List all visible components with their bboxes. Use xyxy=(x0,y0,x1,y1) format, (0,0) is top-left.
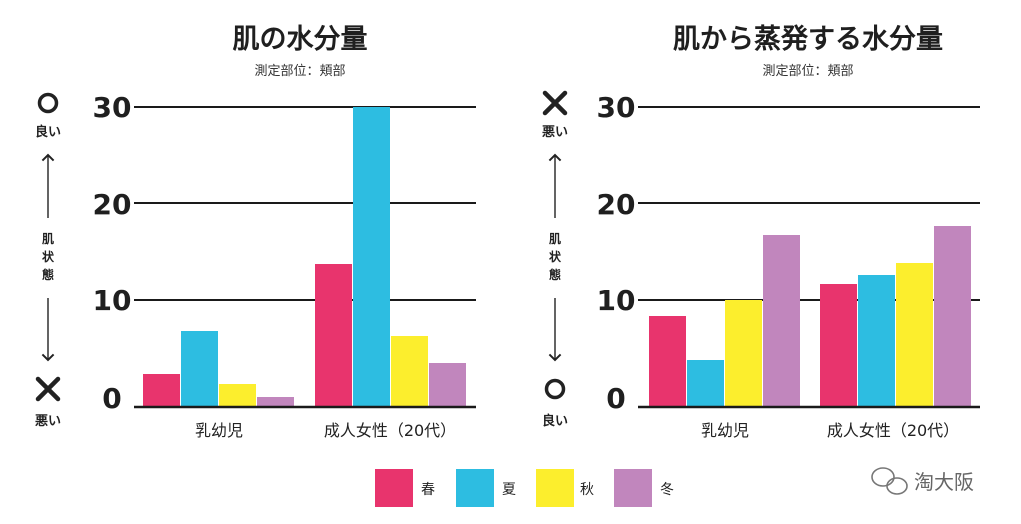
wechat-icon xyxy=(871,467,908,495)
chart1-bottom-mark-icon xyxy=(35,376,61,402)
chart2-ytick-10: 10 xyxy=(597,284,636,317)
chart1-ylabel-1: 肌 xyxy=(41,231,54,246)
bar-chart2-autumn-group1 xyxy=(725,300,762,407)
chart2-ylabel-1: 肌 xyxy=(548,231,561,246)
chart2-ylabel-2: 状 xyxy=(549,249,562,264)
chart1-subtitle: 測定部位：頬部 xyxy=(254,64,345,79)
legend-swatch-winter xyxy=(614,469,652,507)
chart2-top-mark-icon xyxy=(542,90,568,116)
legend: 春 夏 秋 冬 xyxy=(375,469,674,507)
chart1-ytick-0: 0 xyxy=(102,382,121,415)
bar-chart2-summer-group1 xyxy=(687,360,724,407)
legend-label-autumn: 秋 xyxy=(580,482,594,498)
chart1-ylabel-3: 態 xyxy=(42,267,54,282)
chart2-bars xyxy=(649,226,971,407)
bar-chart1-summer-group2 xyxy=(353,107,390,407)
chart1-title: 肌の水分量 xyxy=(233,24,368,55)
legend-label-summer: 夏 xyxy=(502,482,516,498)
chart2-bottom-label: 良い xyxy=(542,413,568,429)
chart2-ytick-30: 30 xyxy=(597,91,636,124)
chart2-subtitle: 測定部位：頬部 xyxy=(762,64,853,79)
bar-chart1-autumn-group1 xyxy=(219,384,256,407)
chart-water-evaporation: 肌から蒸発する水分量 測定部位：頬部 悪い 肌 状 態 良い 30 20 10 … xyxy=(542,24,980,440)
chart2-title: 肌から蒸発する水分量 xyxy=(673,24,943,55)
chart1-ytick-10: 10 xyxy=(93,284,132,317)
chart1-top-mark-icon xyxy=(37,92,59,114)
chart1-ytick-20: 20 xyxy=(93,188,132,221)
chart2-ytick-0: 0 xyxy=(606,382,625,415)
chart2-category-infant: 乳幼児 xyxy=(701,421,749,440)
legend-swatch-spring xyxy=(375,469,413,507)
chart2-category-adult: 成人女性（20代） xyxy=(827,421,959,440)
chart1-top-label: 良い xyxy=(35,124,61,140)
legend-swatch-autumn xyxy=(536,469,574,507)
bar-chart1-winter-group2 xyxy=(429,363,466,407)
chart1-category-adult: 成人女性（20代） xyxy=(324,421,456,440)
bar-chart2-winter-group2 xyxy=(934,226,971,407)
bar-chart2-summer-group2 xyxy=(858,275,895,407)
chart2-ylabel-3: 態 xyxy=(549,267,561,282)
bar-chart2-spring-group2 xyxy=(820,284,857,407)
bar-chart1-winter-group1 xyxy=(257,397,294,407)
bar-chart1-spring-group2 xyxy=(315,264,352,407)
bar-chart1-summer-group1 xyxy=(181,331,218,407)
chart1-bars xyxy=(143,107,466,407)
chart2-bottom-mark-icon xyxy=(544,378,566,400)
bar-chart1-spring-group1 xyxy=(143,374,180,407)
chart-skin-moisture: 肌の水分量 測定部位：頬部 良い 肌 状 態 悪い 30 20 10 0 乳幼児… xyxy=(35,24,476,440)
bar-chart2-autumn-group2 xyxy=(896,263,933,407)
chart1-ylabel-2: 状 xyxy=(42,249,55,264)
chart2-top-label: 悪い xyxy=(542,125,568,140)
legend-label-spring: 春 xyxy=(421,482,435,498)
legend-swatch-summer xyxy=(456,469,494,507)
bar-chart1-autumn-group2 xyxy=(391,336,428,407)
watermark: 淘大阪 xyxy=(871,467,974,495)
chart1-category-infant: 乳幼児 xyxy=(195,421,243,440)
legend-label-winter: 冬 xyxy=(660,482,674,498)
bar-chart2-winter-group1 xyxy=(763,235,800,407)
chart1-bottom-label: 悪い xyxy=(35,414,61,429)
chart1-ytick-30: 30 xyxy=(93,91,132,124)
watermark-text: 淘大阪 xyxy=(914,470,974,494)
chart2-ytick-20: 20 xyxy=(597,188,636,221)
bar-chart2-spring-group1 xyxy=(649,316,686,407)
